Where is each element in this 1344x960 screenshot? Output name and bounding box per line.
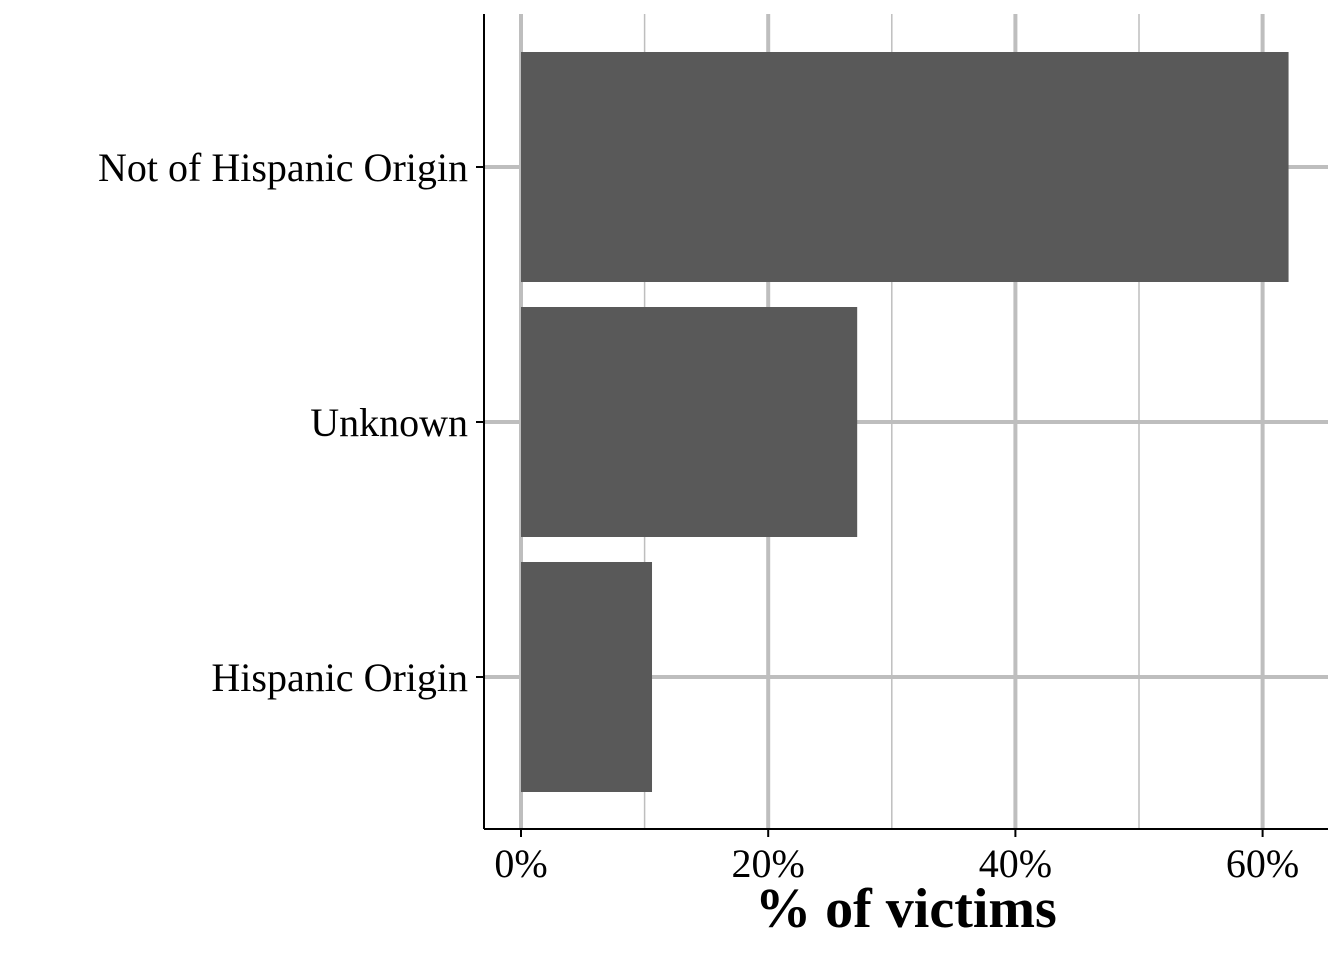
label-layer: Not of Hispanic Origin Unknown Hispanic Or… xyxy=(98,145,1299,886)
bar xyxy=(521,52,1289,282)
y-tick-label: Unknown xyxy=(310,400,468,445)
y-tick-label: Not of Hispanic Origin xyxy=(98,145,468,190)
bar-layer xyxy=(521,52,1289,792)
bar xyxy=(521,562,653,792)
x-tick-label: 40% xyxy=(979,841,1052,886)
x-axis-title: % of victims xyxy=(755,878,1057,940)
x-tick-label: 0% xyxy=(494,841,547,886)
axis-layer xyxy=(476,14,1328,837)
x-tick-label: 60% xyxy=(1226,841,1299,886)
x-tick-label: 20% xyxy=(732,841,805,886)
bar xyxy=(521,307,858,537)
y-tick-label: Hispanic Origin xyxy=(211,655,468,700)
